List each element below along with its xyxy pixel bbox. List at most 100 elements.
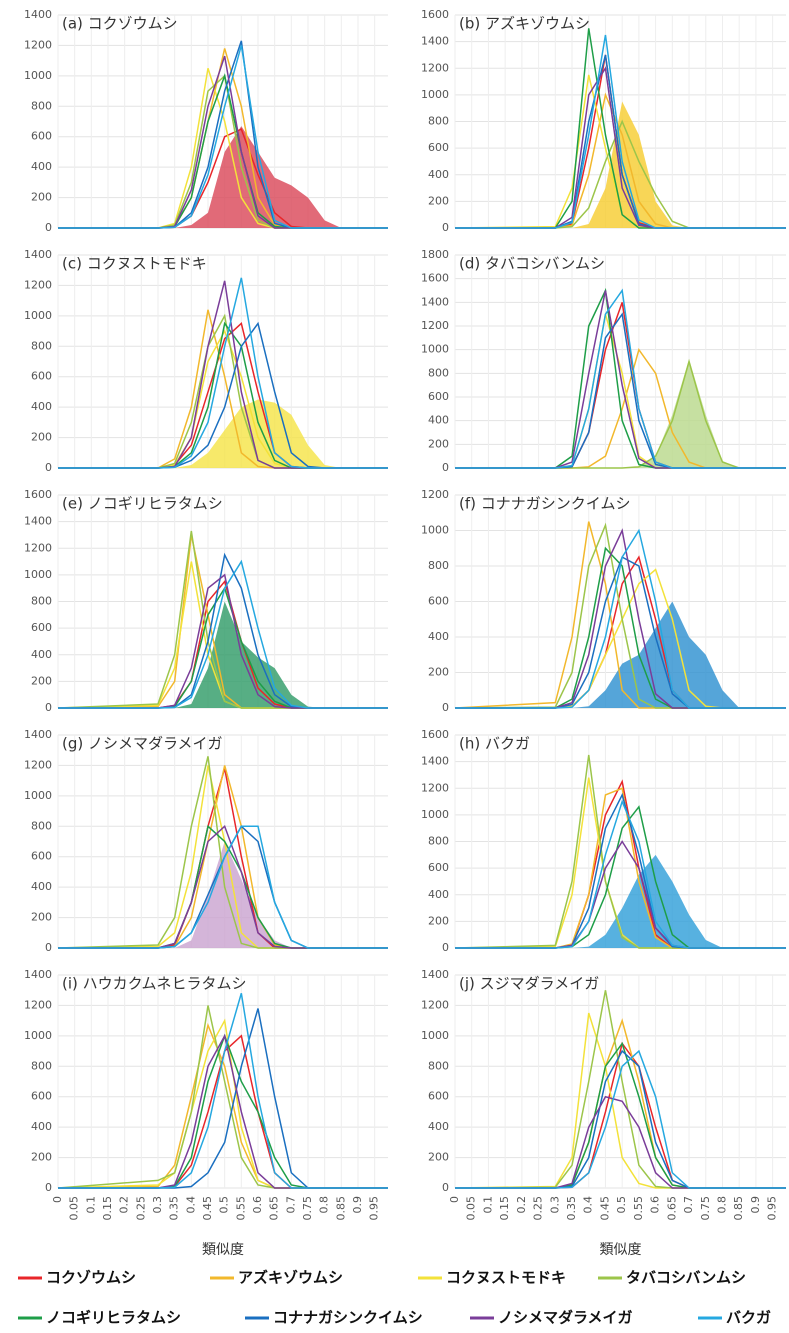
- x-tick-label: 0.55: [632, 1196, 645, 1221]
- y-tick-label: 800: [428, 366, 449, 379]
- x-tick-label: 0.35: [168, 1196, 181, 1221]
- x-tick-label: 0.25: [532, 1196, 545, 1221]
- y-tick-label: 600: [31, 1090, 52, 1103]
- legend-label: コクゾウムシ: [46, 1269, 136, 1287]
- x-tick-label: 0.35: [565, 1196, 578, 1221]
- x-tick-label: 0.45: [598, 1196, 611, 1221]
- y-tick-label: 200: [31, 1151, 52, 1164]
- y-tick-label: 1200: [421, 998, 449, 1011]
- y-tick-label: 0: [442, 701, 449, 714]
- x-tick-label: 0.95: [368, 1196, 381, 1221]
- y-tick-label: 1400: [421, 295, 449, 308]
- legend-label: コナナガシンクイムシ: [273, 1309, 423, 1327]
- y-tick-label: 1400: [421, 968, 449, 981]
- y-tick-label: 1000: [421, 343, 449, 356]
- legend-label: バクガ: [726, 1309, 771, 1327]
- y-tick-label: 800: [428, 835, 449, 848]
- y-tick-label: 1000: [24, 1029, 52, 1042]
- histogram-area: [58, 126, 388, 228]
- x-axis-label: 類似度: [600, 1242, 642, 1258]
- y-tick-label: 1400: [24, 8, 52, 21]
- y-tick-label: 1200: [421, 488, 449, 501]
- x-tick-label: 0.8: [715, 1196, 728, 1214]
- y-tick-label: 800: [428, 1059, 449, 1072]
- x-tick-label: 0.05: [465, 1196, 478, 1221]
- y-tick-label: 200: [31, 674, 52, 687]
- series-line: [455, 528, 786, 709]
- x-tick-label: 0.1: [84, 1196, 97, 1214]
- y-tick-label: 1400: [421, 755, 449, 768]
- series-line: [455, 302, 786, 469]
- y-tick-label: 200: [31, 191, 52, 204]
- y-tick-label: 200: [428, 666, 449, 679]
- y-tick-label: 600: [31, 130, 52, 143]
- y-tick-label: 1200: [24, 541, 52, 554]
- panel-title: (g) ノシメマダラメイガ: [62, 735, 223, 753]
- x-tick-label: 0.4: [184, 1196, 197, 1214]
- y-tick-label: 1400: [24, 728, 52, 741]
- panel-title: (d) タバコシバンムシ: [459, 255, 605, 273]
- y-tick-label: 400: [31, 400, 52, 413]
- y-tick-label: 200: [31, 431, 52, 444]
- x-tick-label: 0.5: [218, 1196, 231, 1214]
- x-tick-label: 0.15: [498, 1196, 511, 1221]
- panel-title: (a) コクゾウムシ: [62, 15, 178, 33]
- y-tick-label: 1400: [24, 968, 52, 981]
- y-tick-label: 200: [31, 911, 52, 924]
- y-tick-label: 0: [45, 1181, 52, 1194]
- y-tick-label: 1200: [421, 319, 449, 332]
- y-tick-label: 0: [45, 701, 52, 714]
- y-tick-label: 600: [428, 141, 449, 154]
- y-tick-label: 800: [31, 99, 52, 112]
- y-tick-label: 1200: [24, 998, 52, 1011]
- y-tick-label: 400: [428, 630, 449, 643]
- y-tick-label: 1000: [24, 568, 52, 581]
- x-tick-label: 0.45: [201, 1196, 214, 1221]
- y-tick-label: 400: [31, 1120, 52, 1133]
- y-tick-label: 1400: [421, 35, 449, 48]
- x-tick-label: 0.55: [234, 1196, 247, 1221]
- y-tick-label: 1200: [24, 38, 52, 51]
- y-tick-label: 600: [428, 390, 449, 403]
- series-line: [455, 1041, 786, 1189]
- y-tick-label: 1800: [421, 248, 449, 261]
- legend-label: ノコギリヒラタムシ: [46, 1309, 181, 1327]
- y-tick-label: 0: [442, 461, 449, 474]
- x-tick-label: 0.6: [649, 1196, 662, 1214]
- histogram-area: [58, 399, 388, 468]
- panel-title: (f) コナナガシンクイムシ: [459, 495, 630, 513]
- y-tick-label: 1400: [24, 248, 52, 261]
- y-tick-label: 1600: [421, 272, 449, 285]
- x-tick-label: 0.85: [334, 1196, 347, 1221]
- y-tick-label: 600: [31, 621, 52, 634]
- histogram-area: [58, 841, 388, 948]
- series-line: [455, 313, 786, 469]
- y-tick-label: 1200: [421, 61, 449, 74]
- y-tick-label: 0: [45, 221, 52, 234]
- y-tick-label: 200: [428, 194, 449, 207]
- y-tick-label: 1000: [24, 789, 52, 802]
- y-tick-label: 0: [45, 461, 52, 474]
- y-tick-label: 1600: [421, 728, 449, 741]
- panel-title: (c) コクヌストモドキ: [62, 255, 207, 273]
- y-tick-label: 1000: [24, 69, 52, 82]
- x-tick-label: 0.1: [481, 1196, 494, 1214]
- x-tick-label: 0.3: [151, 1196, 164, 1214]
- y-tick-label: 1200: [24, 758, 52, 771]
- y-tick-label: 1200: [421, 781, 449, 794]
- y-tick-label: 200: [428, 1151, 449, 1164]
- panel-title: (i) ハウカクムネヒラタムシ: [62, 975, 246, 993]
- y-tick-label: 800: [31, 339, 52, 352]
- legend-label: コクヌストモドキ: [446, 1269, 566, 1287]
- y-tick-label: 1000: [421, 1029, 449, 1042]
- series-line: [455, 799, 786, 949]
- x-tick-label: 0: [448, 1196, 461, 1203]
- legend-label: タバコシバンムシ: [626, 1269, 746, 1287]
- series-line: [455, 1041, 786, 1189]
- series-line: [58, 825, 388, 949]
- x-tick-label: 0.65: [665, 1196, 678, 1221]
- histogram-area: [455, 601, 786, 708]
- x-tick-label: 0.9: [351, 1196, 364, 1214]
- x-tick-label: 0.25: [134, 1196, 147, 1221]
